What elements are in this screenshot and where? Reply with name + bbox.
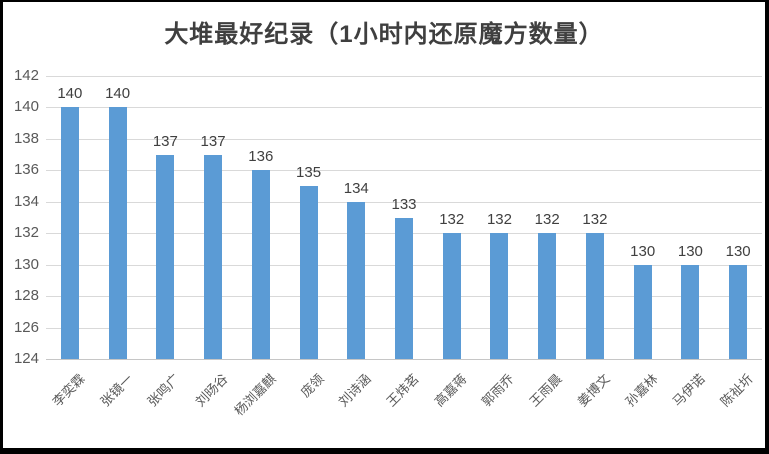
y-axis-tick-label: 138 bbox=[13, 129, 39, 147]
bar-value-label: 132 bbox=[582, 211, 608, 229]
y-axis-tick-label: 124 bbox=[13, 350, 39, 367]
chart-canvas: 大堆最好纪录（1小时内还原魔方数量） 124 126 128 130 132 134 136… bbox=[3, 2, 765, 448]
x-axis-category-label: 孙嘉林 bbox=[622, 371, 661, 410]
x-axis-category-label: 刘旸谷 bbox=[192, 371, 231, 410]
bar[interactable] bbox=[347, 201, 366, 359]
bar-value-label: 130 bbox=[630, 242, 656, 260]
bar-value-label: 130 bbox=[725, 242, 751, 260]
y-axis-tick-label: 134 bbox=[13, 192, 39, 210]
bar-value-label: 132 bbox=[534, 211, 560, 229]
bar[interactable] bbox=[251, 170, 270, 359]
x-axis-category-label: 刘诗涵 bbox=[335, 371, 375, 410]
y-axis-tick-label: 140 bbox=[13, 98, 39, 116]
bar[interactable] bbox=[585, 233, 604, 359]
x-axis-category-label: 陈祉圻 bbox=[717, 371, 756, 410]
gridline bbox=[46, 107, 762, 109]
bar-value-label: 130 bbox=[677, 242, 703, 260]
bar-value-label: 132 bbox=[486, 211, 512, 229]
y-axis-tick-label: 136 bbox=[13, 161, 39, 179]
bar[interactable] bbox=[299, 186, 318, 359]
y-axis-tick-label: 142 bbox=[13, 67, 39, 84]
x-axis-line bbox=[46, 359, 762, 360]
bar[interactable] bbox=[490, 233, 509, 359]
bar[interactable] bbox=[729, 264, 748, 359]
y-axis-tick-label: 126 bbox=[13, 318, 39, 336]
bar-value-label: 135 bbox=[296, 164, 322, 182]
bar-value-label: 132 bbox=[439, 211, 465, 229]
bar[interactable] bbox=[538, 233, 557, 359]
bar[interactable] bbox=[395, 217, 413, 359]
bar-value-label: 136 bbox=[248, 148, 274, 166]
bar[interactable] bbox=[60, 107, 79, 359]
x-axis-category-label: 王炜茗 bbox=[383, 371, 422, 410]
x-axis-category-label: 马伊诺 bbox=[669, 371, 709, 410]
bar[interactable] bbox=[633, 264, 652, 359]
chart-title: 大堆最好纪录（1小时内还原魔方数量） bbox=[164, 21, 604, 48]
y-axis-tick-label: 132 bbox=[13, 224, 39, 242]
x-axis-category-label: 张镜一 bbox=[97, 371, 136, 410]
bar[interactable] bbox=[204, 154, 223, 359]
bar-value-label: 133 bbox=[391, 195, 417, 213]
bar-value-label: 140 bbox=[105, 85, 131, 103]
x-axis-category-label: 张鸣广 bbox=[144, 371, 184, 410]
y-axis-tick-label: 128 bbox=[13, 287, 39, 305]
x-axis-category-label: 李奕霖 bbox=[49, 371, 88, 410]
bar-value-label: 137 bbox=[200, 132, 226, 150]
bar-value-label: 140 bbox=[57, 85, 83, 103]
gridline bbox=[46, 201, 762, 203]
bar-value-label: 134 bbox=[343, 179, 369, 197]
gridline bbox=[46, 170, 762, 172]
bar[interactable] bbox=[681, 264, 700, 359]
bar-value-label: 137 bbox=[152, 132, 178, 150]
bar[interactable] bbox=[108, 107, 127, 359]
y-axis-tick-label: 130 bbox=[13, 255, 39, 273]
x-axis-category-label: 高嘉蒋 bbox=[431, 371, 470, 410]
x-axis-category-label: 王雨晨 bbox=[526, 371, 565, 410]
x-axis-category-label: 杨浏嘉麒 bbox=[231, 371, 279, 419]
x-axis-category-label: 庞领 bbox=[297, 371, 327, 401]
x-axis-category-label: 姜博文 bbox=[574, 371, 613, 410]
gridline bbox=[46, 138, 762, 140]
x-axis-category-label: 郭雨乔 bbox=[479, 371, 518, 410]
bar[interactable] bbox=[156, 154, 175, 359]
gridline bbox=[46, 76, 762, 77]
bar[interactable] bbox=[442, 233, 461, 359]
